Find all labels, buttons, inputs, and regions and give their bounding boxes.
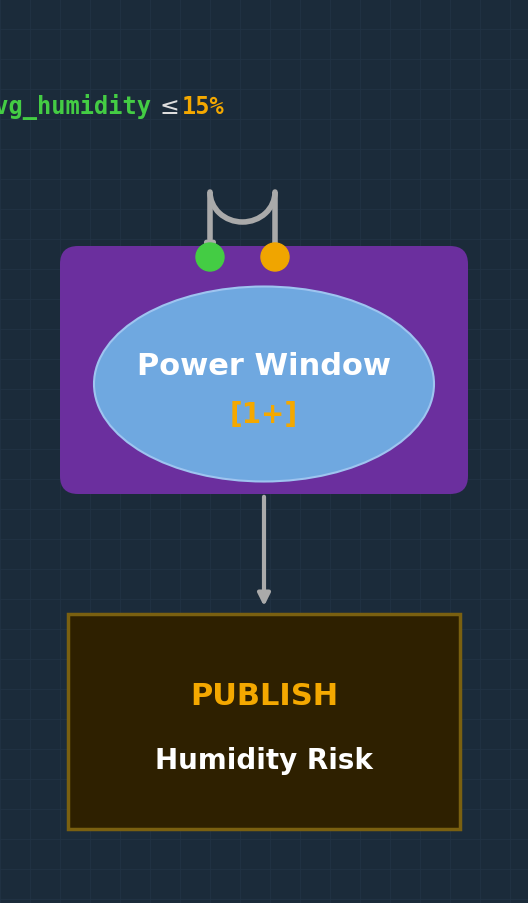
Ellipse shape: [94, 287, 434, 482]
Text: Power Window: Power Window: [137, 352, 391, 381]
FancyBboxPatch shape: [68, 614, 460, 829]
FancyBboxPatch shape: [60, 247, 468, 495]
Text: [1+]: [1+]: [230, 401, 298, 429]
Text: Humidity Risk: Humidity Risk: [155, 747, 373, 775]
Text: PUBLISH: PUBLISH: [190, 682, 338, 711]
Text: ≤: ≤: [160, 95, 180, 119]
Text: avg_humidity: avg_humidity: [0, 94, 152, 120]
Circle shape: [261, 244, 289, 272]
Circle shape: [196, 244, 224, 272]
Text: 15%: 15%: [182, 95, 225, 119]
